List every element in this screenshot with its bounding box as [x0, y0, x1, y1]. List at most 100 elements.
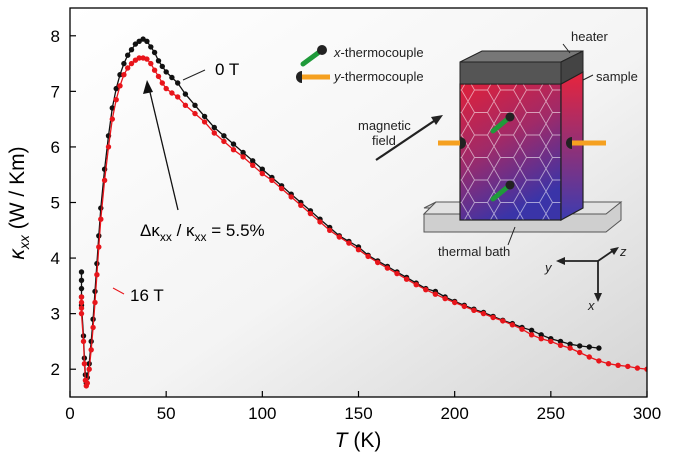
- data-point-16t: [471, 307, 477, 313]
- data-point-0t: [144, 38, 150, 44]
- data-point-16t: [625, 363, 631, 370]
- svg-text:y-thermocouple: y-thermocouple: [333, 69, 424, 84]
- data-point-16t: [92, 299, 98, 306]
- data-point-16t: [548, 338, 554, 345]
- data-point-0t: [128, 47, 135, 53]
- data-point-16t: [307, 210, 314, 217]
- thermal-bath-label: thermal bath: [438, 244, 510, 259]
- data-point-0t: [201, 113, 208, 120]
- data-point-16t: [78, 305, 85, 311]
- data-point-0t: [230, 141, 237, 147]
- data-point-16t: [644, 366, 647, 372]
- data-point-16t: [317, 219, 323, 225]
- data-point-16t: [423, 287, 429, 293]
- data-point-0t: [148, 44, 154, 50]
- data-point-16t: [500, 318, 506, 324]
- data-point-16t: [81, 361, 88, 367]
- data-point-16t: [192, 110, 198, 117]
- series-16t: [78, 55, 647, 389]
- data-point-16t: [211, 130, 217, 136]
- data-point-16t: [452, 299, 458, 306]
- magnetic-field-label-1: magnetic: [358, 118, 411, 133]
- data-point-16t: [577, 349, 583, 356]
- data-point-16t: [327, 227, 333, 233]
- data-point-16t: [519, 326, 525, 332]
- data-point-0t: [557, 338, 564, 345]
- data-point-16t: [151, 67, 158, 73]
- data-point-16t: [128, 60, 135, 67]
- data-point-16t: [375, 259, 381, 266]
- data-point-16t: [86, 366, 92, 372]
- data-point-16t: [155, 73, 162, 80]
- y-tick-label: 3: [51, 305, 60, 324]
- data-point-0t: [125, 52, 131, 58]
- data-point-0t: [192, 102, 198, 109]
- data-point-16t: [221, 138, 227, 145]
- data-point-16t: [78, 310, 85, 317]
- data-point-16t: [125, 65, 131, 71]
- x-tick-label: 300: [633, 404, 661, 423]
- data-point-16t: [94, 272, 100, 278]
- plot-frame: [69, 7, 648, 398]
- x-tick-label: 100: [248, 404, 276, 423]
- data-point-16t: [384, 265, 391, 271]
- y-axis-ticks: 2 3 4 5 6 7 8: [51, 27, 76, 379]
- data-point-16t: [509, 322, 516, 328]
- magnetic-field-label-2: field: [372, 133, 396, 148]
- data-point-16t: [288, 194, 294, 200]
- data-point-0t: [169, 74, 175, 81]
- axis-y-label: y: [544, 260, 553, 275]
- data-point-16t: [278, 185, 285, 192]
- heater-block: [460, 62, 561, 84]
- data-point-16t: [538, 336, 544, 342]
- data-point-16t: [259, 170, 265, 177]
- data-point-0t: [182, 91, 189, 97]
- data-point-0t: [121, 60, 127, 67]
- y-tick-label: 6: [51, 138, 60, 157]
- heater-label: heater: [571, 29, 609, 44]
- legend-x-italic: x: [333, 45, 341, 60]
- data-point-16t: [230, 147, 237, 153]
- y-tick-label: 8: [51, 27, 60, 46]
- data-point-0t: [175, 80, 181, 86]
- x-axis-label: T (K): [335, 429, 382, 452]
- inset-legend-y-thermocouple: y-thermocouple: [296, 69, 424, 84]
- y-tick-label: 5: [51, 194, 60, 213]
- data-point-0t: [155, 58, 162, 64]
- y-tick-label: 2: [51, 360, 60, 379]
- legend-x-rest: -thermocouple: [341, 45, 424, 60]
- data-point-0t: [538, 332, 544, 338]
- data-point-0t: [528, 327, 535, 333]
- data-point-16t: [159, 80, 165, 86]
- data-point-16t: [136, 55, 142, 61]
- data-point-16t: [346, 240, 352, 246]
- data-point-16t: [80, 338, 87, 345]
- data-point-16t: [403, 276, 410, 282]
- data-point-16t: [586, 354, 592, 360]
- data-point-16t: [169, 90, 175, 96]
- data-point-16t: [557, 342, 564, 348]
- data-point-16t: [148, 60, 154, 67]
- data-point-16t: [101, 177, 108, 183]
- data-point-0t: [211, 124, 217, 131]
- data-point-16t: [413, 282, 419, 288]
- inset-legend-x-thermocouple: x-thermocouple: [300, 45, 424, 67]
- x-tick-label: 0: [65, 404, 74, 423]
- data-point-16t: [109, 116, 116, 122]
- data-point-0t: [78, 285, 85, 292]
- data-point-16t: [567, 345, 573, 351]
- data-point-0t: [78, 269, 85, 275]
- x-tick-label: 150: [344, 404, 372, 423]
- axis-x-label: x: [587, 298, 595, 313]
- data-point-16t: [182, 102, 189, 109]
- data-point-0t: [163, 69, 169, 75]
- data-point-16t: [121, 72, 127, 78]
- data-point-16t: [269, 177, 275, 183]
- data-point-16t: [355, 247, 362, 253]
- data-point-0t: [250, 158, 256, 164]
- label-0T: 0 T: [215, 60, 239, 79]
- x-tick-label: 250: [537, 404, 565, 423]
- x-tick-label: 50: [157, 404, 176, 423]
- y-tick-label: 4: [51, 249, 60, 268]
